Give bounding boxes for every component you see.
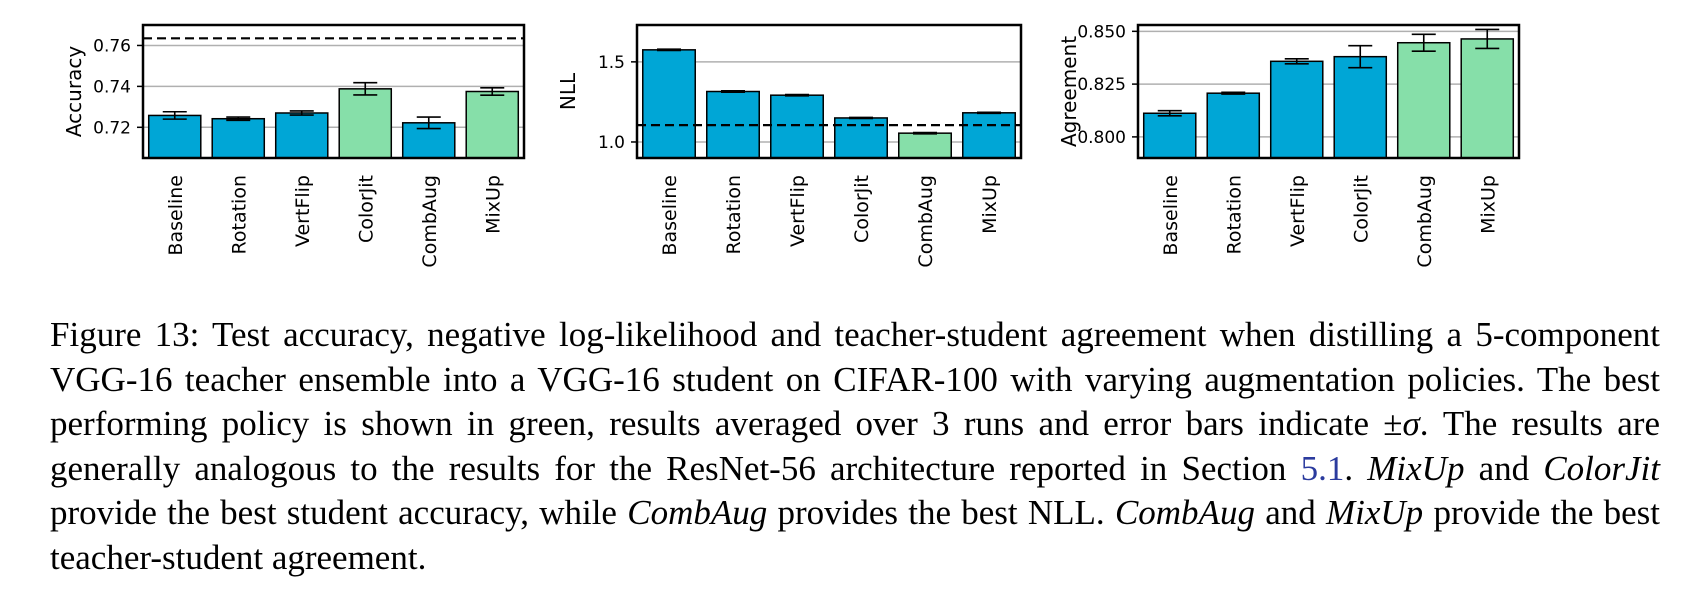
error-bar-combaug [1411, 33, 1436, 52]
y-tick-label: 0.800 [1077, 128, 1126, 148]
x-tick-label-colorjit: ColorJit [355, 175, 377, 243]
section-link[interactable]: 5.1 [1300, 448, 1345, 488]
y-axis-label: Accuracy [62, 46, 86, 137]
error-bar-vertflip [1284, 57, 1309, 65]
x-tick-label-vertflip: VertFlip [1287, 175, 1309, 247]
caption-mixup-2: MixUp [1325, 493, 1424, 533]
bar-combaug [1396, 41, 1451, 159]
bar-vertflip [1269, 60, 1324, 159]
x-tick-label-rotation: Rotation [1223, 175, 1245, 254]
bar-vertflip [770, 94, 824, 159]
x-tick-label-combaug: CombAug [419, 175, 441, 268]
x-tick-label-mixup: MixUp [979, 175, 1001, 234]
y-tick-label: 1.5 [598, 53, 625, 73]
caption-mixup: MixUp [1367, 448, 1465, 488]
y-axis-label: NLL [556, 72, 580, 110]
caption-text-1: Test accuracy, negative log-likelihood a… [50, 315, 1660, 444]
caption-combaug-2: CombAug [1114, 493, 1255, 533]
caption-text-3: . [1344, 448, 1354, 488]
bar-mixup [465, 90, 520, 159]
x-tick-label-mixup: MixUp [1477, 175, 1499, 234]
bar-baseline [642, 49, 696, 159]
bar-vertflip [274, 112, 329, 159]
bar-colorjit [338, 88, 393, 159]
error-bar-baseline [1157, 109, 1182, 117]
bar-baseline [1142, 112, 1197, 159]
x-tick-label-colorjit: ColorJit [1350, 175, 1372, 243]
bar-mixup [962, 112, 1016, 159]
bar-rotation [1206, 92, 1261, 159]
x-tick-label-rotation: Rotation [228, 175, 250, 254]
x-tick-label-baseline: Baseline [165, 175, 187, 256]
plot-frame [1136, 23, 1521, 160]
error-bar-baseline [657, 48, 681, 52]
error-bar-mixup [1475, 28, 1500, 50]
x-tick-label-combaug: CombAug [915, 175, 937, 268]
figure-charts: 0.72 0.74 0.76 Accuracy Baseline Rotation Vert… [62, 22, 1521, 268]
caption-text-2: . The results are generally analogous to… [50, 404, 1660, 488]
bar-combaug [898, 132, 952, 159]
error-bar-colorjit [849, 116, 873, 120]
plot-frame [141, 23, 526, 160]
error-bar-vertflip [289, 110, 314, 116]
y-tick-label: 0.76 [93, 36, 131, 56]
error-bar-baseline [162, 110, 187, 120]
caption-colorjit: ColorJit [1543, 448, 1660, 488]
caption-combaug-1: CombAug [627, 493, 768, 533]
caption-and-2: and [1265, 493, 1316, 533]
caption-text-6: provide the best teacher-student agreeme… [50, 493, 1660, 577]
x-tick-label-mixup: MixUp [482, 175, 504, 234]
x-tick-label-vertflip: VertFlip [292, 175, 314, 247]
y-tick-label: 0.850 [1077, 22, 1126, 42]
error-bar-combaug [416, 116, 441, 130]
error-bar-colorjit [1348, 44, 1373, 69]
y-tick-label: 1.0 [598, 133, 625, 153]
figure-caption: Figure 13: Test accuracy, negative log-l… [50, 313, 1660, 581]
x-tick-label-combaug: CombAug [1414, 175, 1436, 268]
y-axis-label: Agreement [1057, 36, 1081, 147]
x-tick-label-baseline: Baseline [659, 175, 681, 256]
error-bar-vertflip [785, 93, 809, 97]
bar-mixup [1460, 38, 1515, 159]
y-tick-label: 0.72 [93, 118, 131, 138]
error-bar-rotation [226, 116, 251, 122]
error-bar-combaug [913, 131, 937, 135]
caption-sigma: σ [1402, 404, 1420, 444]
error-bar-rotation [721, 90, 745, 93]
chart-panel-1: 0.72 0.74 0.76 Accuracy Baseline Rotation Vert… [62, 23, 526, 268]
y-tick-label: 0.74 [93, 77, 131, 97]
caption-label: Figure 13: [50, 315, 200, 354]
error-bar-colorjit [353, 81, 378, 96]
error-bar-mixup [480, 87, 505, 96]
x-tick-label-vertflip: VertFlip [787, 175, 809, 247]
bar-baseline [147, 114, 202, 159]
bar-colorjit [1333, 55, 1388, 159]
bar-rotation [211, 117, 266, 159]
plot-frame [635, 23, 1023, 160]
x-tick-label-rotation: Rotation [723, 175, 745, 254]
x-tick-label-colorjit: ColorJit [851, 175, 873, 243]
bar-colorjit [834, 117, 888, 159]
caption-text-5: provides the best NLL. [777, 493, 1105, 533]
y-tick-label: 0.825 [1077, 75, 1126, 95]
error-bar-rotation [1221, 91, 1246, 95]
error-bar-mixup [977, 111, 1001, 115]
chart-panel-2: 1.0 1.5 NLL Baseline Rotation VertFlip ColorJi… [556, 23, 1023, 268]
caption-text-4: provide the best student accuracy, while [50, 493, 617, 533]
caption-and-1: and [1478, 448, 1530, 488]
x-tick-label-baseline: Baseline [1160, 175, 1182, 256]
